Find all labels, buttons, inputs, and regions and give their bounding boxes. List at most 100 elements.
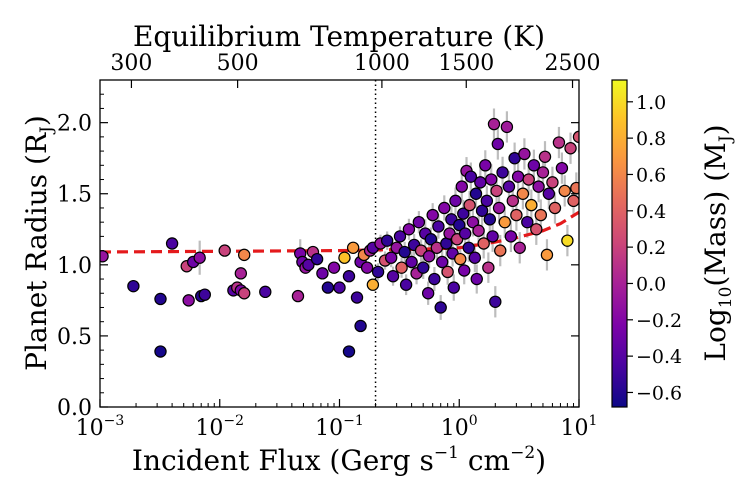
x-tick-label: 10−2 xyxy=(195,413,244,441)
data-point xyxy=(511,170,525,183)
data-point xyxy=(502,180,516,193)
data-point xyxy=(570,181,579,195)
data-point xyxy=(441,265,454,279)
x-tick-label: 100 xyxy=(441,413,478,441)
colorbar-tick-label: 0.0 xyxy=(636,273,666,295)
colorbar-ticks: −0.6 −0.4 −0.2 0.0 0.2 0.4 0.6 0.8 1.0 xyxy=(627,92,682,404)
data-point xyxy=(540,248,554,262)
data-point xyxy=(567,194,579,208)
data-point xyxy=(449,194,462,208)
x-axis-ticks: 10−3 10−2 10−1 100 101 xyxy=(76,399,598,441)
data-point xyxy=(530,223,543,236)
data-point xyxy=(237,287,251,300)
data-point xyxy=(432,220,445,233)
data-point xyxy=(259,285,272,299)
y-tick-label: 1.5 xyxy=(57,183,92,208)
data-point xyxy=(395,261,408,274)
data-point xyxy=(346,241,360,254)
colorbar-label: Log10(Mass) (MJ) xyxy=(699,124,736,361)
x-tick-label: 101 xyxy=(561,413,598,441)
x-tick-label: 10−1 xyxy=(315,413,364,441)
data-point xyxy=(521,215,534,229)
data-point xyxy=(464,170,478,183)
y-tick-label: 0.0 xyxy=(57,396,92,421)
data-point xyxy=(310,252,324,266)
data-point xyxy=(466,215,480,229)
fit-curve-dashed xyxy=(99,210,580,254)
data-point xyxy=(485,173,498,186)
data-point xyxy=(458,227,472,240)
data-point xyxy=(474,176,487,189)
data-point xyxy=(455,180,468,193)
top-tick-label: 1000 xyxy=(354,51,410,76)
data-point xyxy=(546,176,559,189)
data-point xyxy=(468,251,482,264)
data-point xyxy=(513,241,526,254)
data-point xyxy=(434,301,447,314)
data-point xyxy=(500,120,514,134)
data-point xyxy=(475,204,489,217)
top-tick-label: 2500 xyxy=(545,51,601,76)
data-point xyxy=(398,245,411,259)
data-point xyxy=(165,237,179,250)
data-point xyxy=(182,294,195,307)
data-point xyxy=(470,272,483,286)
top-tick-label: 1500 xyxy=(438,51,494,76)
data-point xyxy=(527,159,541,172)
data-point xyxy=(480,194,494,208)
data-point xyxy=(486,230,499,243)
data-point xyxy=(534,208,548,222)
data-point xyxy=(438,201,451,215)
data-point xyxy=(552,136,566,149)
data-point xyxy=(555,161,569,175)
colorbar-tick-label: −0.6 xyxy=(636,382,682,404)
colorbar-tick-label: 0.6 xyxy=(636,164,666,186)
data-point xyxy=(462,241,475,254)
colorbar xyxy=(611,79,628,408)
data-point xyxy=(479,159,492,172)
x-tick-label: 10−3 xyxy=(76,413,125,441)
data-point xyxy=(469,187,483,200)
data-point xyxy=(525,198,538,212)
data-point xyxy=(516,187,530,200)
data-point xyxy=(412,215,426,229)
data-point xyxy=(457,207,470,220)
x-axis-label: Incident Flux (Gerg s−1 cm−2) xyxy=(132,443,546,477)
data-point xyxy=(492,201,506,215)
y-axis-ticks: 0.0 0.5 1.0 1.5 2.0 xyxy=(57,93,579,421)
top-tick-label: 300 xyxy=(110,51,152,76)
data-point xyxy=(384,251,398,264)
colorbar-tick-label: −0.2 xyxy=(636,310,682,332)
data-point xyxy=(402,223,416,236)
data-point xyxy=(316,267,329,280)
data-point xyxy=(193,251,206,264)
data-point xyxy=(538,150,552,163)
data-point xyxy=(487,117,501,131)
data-point xyxy=(532,180,545,193)
data-point xyxy=(477,237,490,250)
top-axis-label: Equilibrium Temperature (K) xyxy=(133,20,545,53)
data-point xyxy=(154,292,167,306)
data-point xyxy=(350,291,364,304)
data-point xyxy=(417,261,430,274)
data-point xyxy=(447,281,460,294)
data-point xyxy=(393,230,407,243)
data-point xyxy=(496,166,509,179)
data-point xyxy=(422,250,436,263)
data-point xyxy=(548,201,562,215)
data-point xyxy=(291,289,305,303)
data-point xyxy=(482,261,495,274)
y-tick-label: 0.5 xyxy=(57,325,92,350)
data-point xyxy=(572,130,579,144)
data-point xyxy=(453,218,466,232)
data-point xyxy=(489,295,502,308)
top-axis-ticks: 300 500 1000 1500 2500 xyxy=(110,51,601,88)
data-point xyxy=(198,288,211,301)
data-point xyxy=(421,287,435,300)
data-point xyxy=(542,187,556,200)
data-point xyxy=(490,184,503,198)
data-point xyxy=(518,147,531,161)
data-point xyxy=(100,250,109,263)
data-point xyxy=(386,270,400,283)
data-point xyxy=(428,272,441,286)
